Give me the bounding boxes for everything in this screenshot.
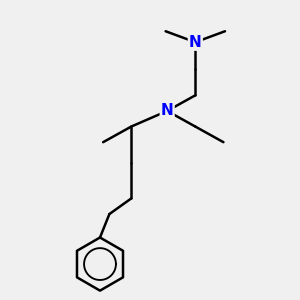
Text: N: N: [189, 35, 202, 50]
Text: N: N: [161, 103, 174, 118]
